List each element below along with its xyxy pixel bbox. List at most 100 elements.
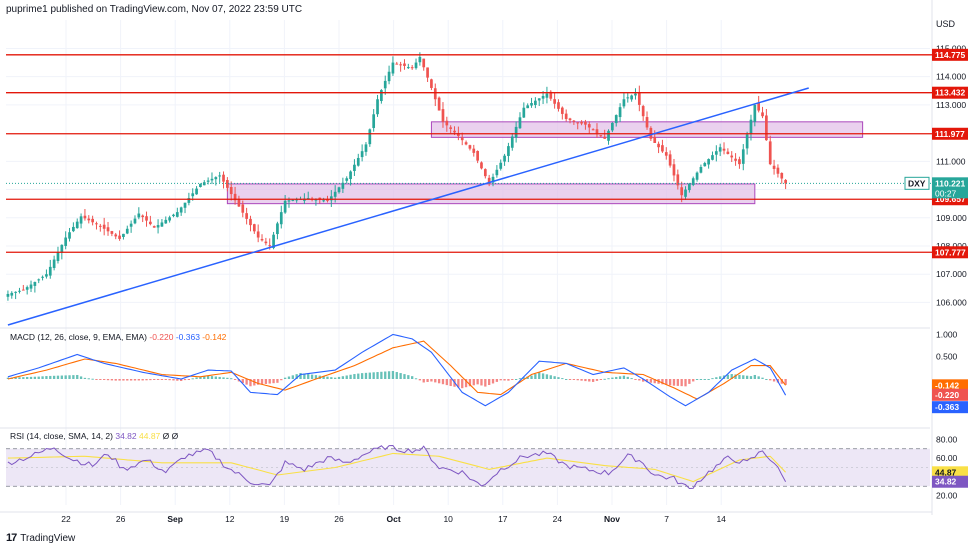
candle-body-192 — [745, 134, 749, 149]
candle-198 — [768, 135, 772, 166]
candle-body-55 — [218, 175, 222, 177]
macd-histogram-bar-187 — [726, 374, 730, 379]
candle-body-25 — [102, 224, 106, 229]
macd-histogram-bar-201 — [780, 379, 783, 384]
macd-histogram-bar-53 — [210, 376, 214, 379]
candle-201 — [780, 172, 784, 184]
rsi-legend-value-0: 34.82 — [115, 431, 137, 441]
candle-184 — [714, 145, 718, 162]
macd-histogram-bar-49 — [195, 377, 198, 379]
indicator-legends: MACD (12, 26, close, 9, EMA, EMA) -0.220… — [10, 332, 227, 441]
candle-body-46 — [183, 202, 187, 208]
candle-body-100 — [391, 62, 395, 74]
macd-histogram-bar-23 — [95, 379, 98, 380]
candle-body-75 — [295, 199, 299, 201]
candle-121 — [472, 144, 476, 157]
candle-body-57 — [226, 180, 229, 188]
macd-histogram-bar-156 — [607, 378, 610, 380]
candle-body-61 — [241, 204, 245, 213]
tradingview-brand[interactable]: 17 TradingView — [6, 532, 75, 544]
candle-193 — [749, 114, 753, 141]
macd-histogram-bar-127 — [495, 379, 499, 382]
candle-body-37 — [149, 221, 152, 225]
candle-137 — [534, 97, 537, 109]
candle-body-105 — [410, 67, 414, 69]
candle-182 — [707, 158, 710, 169]
candle-124 — [483, 168, 487, 179]
macd-histogram-bar-34 — [137, 379, 140, 381]
candle-192 — [745, 131, 749, 155]
candle-body-23 — [95, 223, 98, 225]
candle-body-163 — [634, 93, 637, 96]
candle-115 — [449, 125, 453, 134]
candle-103 — [403, 59, 406, 70]
candle-body-139 — [541, 95, 545, 99]
macd-value-label-2: -0.363 — [932, 401, 968, 414]
candle-body-106 — [414, 62, 418, 69]
candle-27 — [110, 230, 114, 237]
candle-body-54 — [214, 177, 218, 180]
candle-41 — [164, 216, 168, 224]
macd-value-label-1-bg — [932, 388, 968, 401]
macd-value-label-0-bg — [932, 379, 968, 392]
candle-65 — [256, 224, 260, 243]
candle-body-44 — [175, 212, 179, 217]
candle-body-36 — [145, 216, 148, 221]
macd-histogram-bar-142 — [553, 376, 556, 379]
candle-200 — [776, 164, 780, 178]
candle-body-196 — [761, 112, 764, 117]
candle-99 — [387, 65, 391, 85]
macd-histogram-bar-177 — [688, 379, 691, 384]
candle-body-11 — [48, 266, 52, 276]
candle-143 — [557, 99, 560, 112]
macd-histogram-bar-54 — [214, 376, 217, 379]
candle-154 — [599, 135, 603, 138]
macd-histogram-bar-152 — [591, 379, 595, 382]
candle-body-89 — [349, 171, 352, 180]
horizontal-levels[interactable] — [6, 54, 932, 253]
candle-body-131 — [510, 136, 514, 148]
candle-105 — [410, 64, 414, 70]
rsi-legend-na-0: Ø — [160, 431, 169, 441]
candle-body-112 — [437, 97, 441, 111]
candle-body-103 — [403, 63, 406, 66]
candle-126 — [491, 173, 495, 187]
rsi-tick-1: 60.00 — [936, 453, 958, 463]
macd-histogram-bar-18 — [76, 374, 79, 379]
candle-140 — [545, 86, 549, 104]
last-price-bg — [932, 177, 968, 199]
trendline[interactable] — [7, 87, 809, 326]
macd-histogram-bar-141 — [549, 375, 552, 379]
macd-histogram-bar-62 — [245, 379, 248, 385]
candle-body-3 — [18, 290, 21, 292]
candle-body-200 — [776, 167, 780, 174]
macd-histogram-bar-56 — [222, 377, 225, 379]
macd-histogram-bar-174 — [676, 379, 679, 386]
macd-histogram-bar-165 — [642, 379, 645, 382]
level-label-4-text: 107.777 — [935, 247, 966, 257]
macd-tick-0: 1.000 — [936, 329, 958, 339]
macd-histogram-bar-163 — [634, 379, 637, 380]
rsi-tick-0: 80.00 — [936, 434, 958, 444]
macd-histogram-bar-85 — [334, 377, 337, 379]
macd-histogram-bar-59 — [233, 379, 237, 380]
candle-body-109 — [426, 67, 429, 78]
candle-body-188 — [730, 155, 734, 158]
candle-110 — [430, 78, 433, 91]
candle-49 — [195, 186, 198, 195]
macd-value-label-0-text: -0.142 — [935, 380, 959, 390]
macd-histogram-bar-41 — [164, 379, 167, 380]
macd-histogram-bar-113 — [441, 379, 445, 385]
price-zone-0 — [226, 183, 756, 205]
macd-histogram-bar-29 — [118, 379, 121, 381]
level-label-2-bg — [932, 127, 968, 140]
macd-histogram-bar-45 — [180, 379, 183, 382]
candle-0 — [6, 290, 10, 301]
macd-histogram-bar-157 — [611, 377, 614, 379]
candle-body-107 — [418, 56, 422, 63]
candle-72 — [283, 194, 287, 214]
candle-146 — [568, 117, 572, 124]
macd-histogram-bar-33 — [133, 379, 137, 381]
candle-70 — [276, 221, 279, 240]
